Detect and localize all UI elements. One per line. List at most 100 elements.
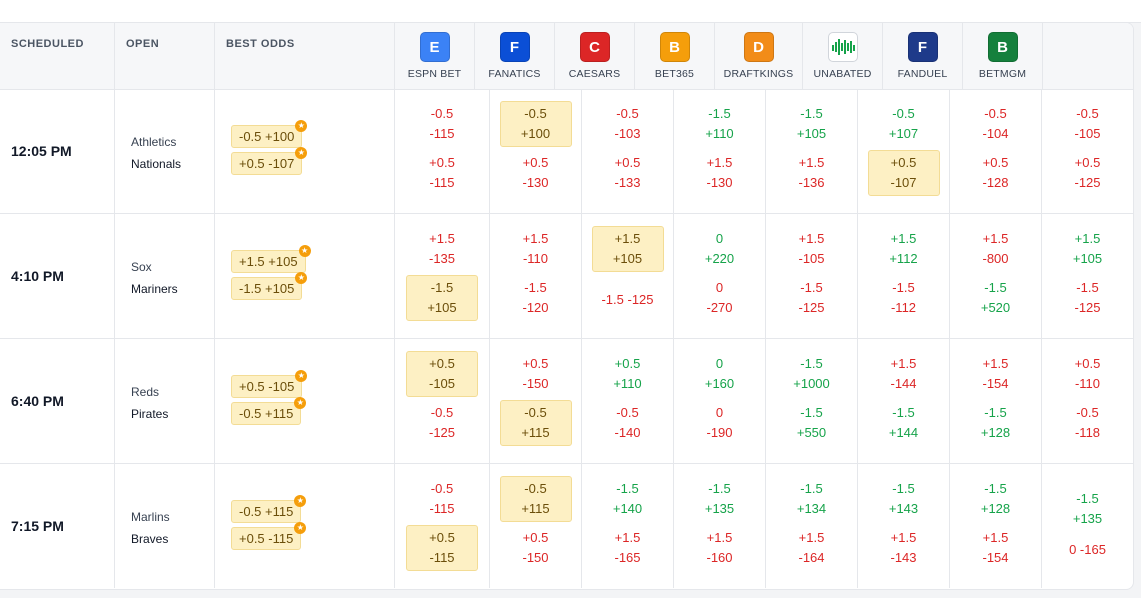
- odds-line-away[interactable]: -1.5 +140: [613, 479, 642, 519]
- odds-line-away[interactable]: -0.5 -103: [614, 104, 640, 144]
- odds-line-away[interactable]: -1.5 +134: [797, 479, 826, 519]
- game-row[interactable]: 7:15 PM Marlins Braves -0.5 +115 ★ +0.5 -115 ★…: [0, 464, 1133, 589]
- odds-line-away[interactable]: -1.5 +128: [981, 479, 1010, 519]
- spread-value: +0.5: [982, 155, 1009, 170]
- best-odds-chip[interactable]: +0.5 -115 ★: [231, 522, 307, 550]
- best-odds-chip[interactable]: +0.5 -105 ★: [231, 370, 308, 398]
- odds-line-away[interactable]: +1.5 +105: [591, 226, 664, 272]
- odds-line-away[interactable]: -0.5 +100: [499, 101, 572, 147]
- odds-line-home[interactable]: -1.5 -125: [1074, 278, 1100, 318]
- book-col-5[interactable]: UNABATED: [803, 23, 883, 89]
- odds-line-away[interactable]: 0 +220: [705, 229, 734, 269]
- odds-line-away[interactable]: -0.5 -104: [982, 104, 1008, 144]
- best-odds-chip[interactable]: -0.5 +115 ★: [231, 397, 307, 425]
- odds-line-home[interactable]: +1.5 -130: [706, 153, 732, 193]
- best-odds-chip[interactable]: +1.5 +105 ★: [231, 245, 311, 273]
- odds-line-home[interactable]: 0 -270: [706, 278, 732, 318]
- game-row[interactable]: 12:05 PM Athletics Nationals -0.5 +100 ★ +0.5…: [0, 89, 1133, 214]
- odds-line-home[interactable]: +0.5 -107: [867, 150, 940, 196]
- odds-line-away[interactable]: 0 +160: [705, 354, 734, 394]
- odds-cell-unabated: -0.5 +107 +0.5 -107: [858, 89, 950, 213]
- odds-line-away[interactable]: -0.5 -115: [429, 479, 454, 519]
- book-col-1[interactable]: F FANATICS: [475, 23, 555, 89]
- odds-line-home[interactable]: +0.5 -150: [522, 528, 548, 568]
- odds-line-home[interactable]: 0 -190: [706, 403, 732, 443]
- best-odds-chip[interactable]: -0.5 +115 ★: [231, 495, 307, 523]
- spread-value: +1.5: [890, 231, 917, 246]
- odds-line-away[interactable]: -1.5 +110: [705, 104, 733, 144]
- odds-line-away[interactable]: -1.5 +105: [797, 104, 826, 144]
- top-bar: [0, 0, 1141, 23]
- odds-line-home[interactable]: +1.5 -136: [798, 153, 824, 193]
- book-col-7[interactable]: B BETMGM: [963, 23, 1043, 89]
- book-col-3[interactable]: B BET365: [635, 23, 715, 89]
- best-odds-chip[interactable]: -0.5 +100 ★: [231, 120, 308, 148]
- odds-line-away[interactable]: +0.5 +110: [613, 354, 641, 394]
- odds-line-away[interactable]: +0.5 -105: [406, 351, 478, 397]
- odds-line-away[interactable]: -0.5 +115: [499, 476, 572, 522]
- odds-line-away[interactable]: -1.5 +1000: [793, 354, 830, 394]
- odds-line-home[interactable]: +0.5 -125: [1074, 153, 1100, 193]
- odds-line-home[interactable]: +0.5 -115: [406, 525, 478, 571]
- odds-line-home[interactable]: -1.5 -120: [522, 278, 548, 318]
- odds-line-away[interactable]: -0.5 +107: [889, 104, 918, 144]
- price-value: -104: [982, 126, 1009, 141]
- odds-line-away[interactable]: -0.5 -105: [1074, 104, 1100, 144]
- odds-line-home[interactable]: -0.5 -125: [429, 403, 455, 443]
- game-row[interactable]: 6:40 PM Reds Pirates +0.5 -105 ★ -0.5 +115 ★ +0…: [0, 339, 1133, 464]
- odds-line-away[interactable]: +0.5 -110: [1075, 354, 1101, 394]
- odds-line-home[interactable]: -1.5 +520: [981, 278, 1010, 318]
- book-col-6[interactable]: F FANDUEL: [883, 23, 963, 89]
- odds-line-away[interactable]: +1.5 -154: [982, 354, 1008, 394]
- odds-line-home[interactable]: 0 -165: [1069, 540, 1106, 560]
- odds-line-home[interactable]: +1.5 -165: [614, 528, 640, 568]
- book-col-2[interactable]: C CAESARS: [555, 23, 635, 89]
- odds-line-home[interactable]: -1.5 -125: [798, 278, 824, 318]
- odds-cell-draftkings: -1.5 +134 +1.5 -164: [766, 464, 858, 588]
- odds-line-home[interactable]: -0.5 -118: [1075, 403, 1100, 443]
- odds-line-home[interactable]: -0.5 +115: [499, 400, 572, 446]
- col-open[interactable]: OPEN: [115, 23, 215, 89]
- col-scheduled[interactable]: SCHEDULED: [0, 23, 115, 89]
- odds-line-away[interactable]: +1.5 -135: [429, 229, 455, 269]
- odds-line-away[interactable]: +1.5 -110: [523, 229, 549, 269]
- best-odds-chip[interactable]: +0.5 -107 ★: [231, 147, 308, 175]
- odds-line-away[interactable]: +1.5 -105: [798, 229, 824, 269]
- odds-line-away[interactable]: -0.5 -115: [429, 104, 454, 144]
- odds-line-home[interactable]: -1.5 +144: [889, 403, 918, 443]
- odds-line-away[interactable]: -1.5 +135: [1073, 489, 1102, 529]
- odds-line-home[interactable]: +0.5 -128: [982, 153, 1008, 193]
- odds-line-home[interactable]: +1.5 -154: [982, 528, 1008, 568]
- odds-line-home[interactable]: +1.5 -160: [706, 528, 732, 568]
- spread-value: +0.5: [1074, 155, 1101, 170]
- odds-line-home[interactable]: -1.5 +105: [406, 275, 478, 321]
- odds-line-home[interactable]: +1.5 -164: [798, 528, 824, 568]
- odds-line-home[interactable]: -1.5 -125: [601, 290, 653, 310]
- odds-line-away[interactable]: +1.5 +112: [889, 229, 917, 269]
- odds-cell-caesars: +0.5 +110 -0.5 -140: [582, 339, 674, 463]
- best-odds-chip[interactable]: -1.5 +105 ★: [231, 272, 308, 300]
- odds-line-away[interactable]: +1.5 -800: [982, 229, 1008, 269]
- price-value: +112: [889, 251, 918, 266]
- book-col-0[interactable]: E ESPN BET: [395, 23, 475, 89]
- odds-line-away[interactable]: -1.5 +135: [705, 479, 734, 519]
- away-team: Athletics: [131, 135, 177, 149]
- odds-line-away[interactable]: +1.5 +105: [1073, 229, 1102, 269]
- odds-line-home[interactable]: -1.5 -112: [891, 278, 916, 318]
- odds-line-away[interactable]: +1.5 -144: [890, 354, 916, 394]
- book-col-4[interactable]: D DRAFTKINGS: [715, 23, 803, 89]
- odds-line-away[interactable]: -1.5 +143: [889, 479, 918, 519]
- game-row[interactable]: 4:10 PM Sox Mariners +1.5 +105 ★ -1.5 +105 ★ +1…: [0, 214, 1133, 339]
- col-open-label: OPEN: [126, 38, 160, 50]
- odds-line-away[interactable]: +0.5 -150: [522, 354, 548, 394]
- odds-line-home[interactable]: -1.5 +128: [981, 403, 1010, 443]
- odds-line-home[interactable]: +0.5 -133: [614, 153, 640, 193]
- odds-line-home[interactable]: +0.5 -115: [429, 153, 455, 193]
- odds-line-home[interactable]: -0.5 -140: [614, 403, 640, 443]
- spread-value: -1.5: [892, 405, 915, 420]
- odds-line-home[interactable]: +1.5 -143: [890, 528, 916, 568]
- odds-line-home[interactable]: -1.5 +550: [797, 403, 826, 443]
- col-scheduled-label: SCHEDULED: [11, 38, 84, 50]
- col-best-odds[interactable]: BEST ODDS: [215, 23, 395, 89]
- odds-line-home[interactable]: +0.5 -130: [522, 153, 548, 193]
